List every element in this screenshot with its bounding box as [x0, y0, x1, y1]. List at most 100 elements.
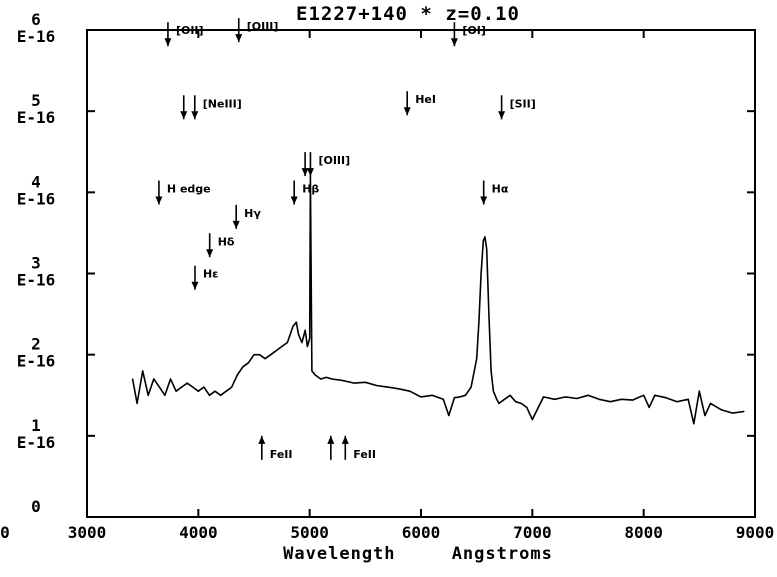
spectrum-point [515, 401, 517, 403]
spectrum-point [214, 390, 216, 392]
annotation-h-beta: Hβ [290, 180, 319, 205]
spectrum-point [353, 382, 355, 384]
spectrum-point [142, 370, 144, 372]
spectrum-point [687, 398, 689, 400]
spectrum-point [220, 394, 222, 396]
spectrum-point [181, 386, 183, 388]
spectrum-point [648, 406, 650, 408]
spectrum-point [587, 394, 589, 396]
x-tick-label: 7000 [513, 523, 552, 542]
annotation-arrow-head [206, 249, 214, 258]
annotation-h-epsilon: Hε [191, 265, 218, 290]
spectrum-point [270, 354, 272, 356]
spectrum-point [442, 398, 444, 400]
spectrum-point [192, 386, 194, 388]
spectrum-point [331, 378, 333, 380]
annotation-neiii-b: [NeIII] [191, 95, 242, 120]
annotation-sii: [SII] [498, 95, 536, 120]
spectrum-point [453, 397, 455, 399]
annotation-h-edge: H edge [155, 180, 211, 205]
spectrum-point [631, 399, 634, 401]
spectrum-point [498, 402, 500, 404]
spectrum-point [297, 333, 300, 335]
y-tick-label-exponent: E-16 [17, 271, 56, 290]
spectrum-point [398, 388, 400, 390]
spectrum-point [743, 410, 745, 413]
annotation-label: FeII [270, 448, 293, 461]
spectrum-line [131, 175, 745, 425]
spectrum-point [704, 414, 706, 417]
annotation-feii-a: FeII [258, 435, 293, 461]
annotation-arrow-head [235, 34, 243, 43]
annotation-arrow-head [327, 435, 335, 444]
spectrum-point [375, 384, 378, 387]
annotation-layer: [OII] [OIII] [OI] [NeIII] HeI [SII] H edge [OII… [155, 18, 536, 461]
spectrum-point [132, 378, 134, 380]
spectrum-point [476, 358, 478, 360]
annotation-label: [OIII] [247, 20, 279, 33]
spectrum-point [231, 386, 233, 388]
spectrum-point [509, 394, 511, 396]
y-tick-label-number: 4 [31, 172, 41, 191]
spectrum-point [387, 386, 389, 388]
annotation-arrow-head [191, 281, 199, 290]
annotation-label: Hε [203, 268, 218, 281]
spectrum-point [542, 396, 545, 398]
spectrum-point [292, 325, 294, 327]
y-tick-label-exponent: E-16 [17, 352, 56, 371]
x-axis-title: Wavelength Angstroms [283, 544, 553, 564]
series-layer [131, 175, 745, 425]
spectrum-point [164, 394, 166, 396]
spectrum-point [158, 386, 160, 388]
spectrum-point [665, 397, 667, 399]
spectrum-point [286, 341, 288, 344]
annotation-oii: [OII] [164, 22, 204, 47]
annotation-arrow-head [180, 111, 188, 120]
spectrum-point [554, 398, 556, 400]
spectrum-point [364, 381, 366, 383]
annotation-hei: HeI [403, 91, 436, 116]
spectrum-point [259, 354, 261, 356]
chart-title: E1227+140 * z=0.10 [296, 3, 520, 25]
y-tick-label-exponent: E-16 [17, 27, 56, 46]
spectrum-point [654, 394, 656, 396]
spectrum-point [225, 390, 227, 392]
spectrum-point [309, 337, 311, 339]
annotation-feii-c: FeII [341, 435, 376, 461]
x-tick-label: 3000 [68, 523, 107, 542]
spectrum-point [482, 240, 484, 242]
annotation-arrow-head [290, 196, 298, 205]
annotation-label: Hβ [302, 183, 319, 196]
annotation-arrow-head [306, 168, 314, 177]
spectrum-point [676, 401, 678, 403]
annotation-feii-b [327, 435, 335, 460]
annotation-label: [SII] [510, 97, 536, 110]
spectrum-point [409, 390, 411, 392]
annotation-arrow-head [450, 38, 458, 47]
spectrum-point [643, 394, 645, 396]
spectrum-point [264, 358, 266, 360]
spectrum-point [486, 248, 488, 250]
spectrum-point [175, 390, 177, 392]
annotation-oiii-4363: [OIII] [235, 18, 279, 43]
spectrum-point [275, 350, 277, 352]
annotation-arrow-head [341, 435, 349, 444]
spectrum-point [490, 370, 492, 372]
spectrum-point [478, 321, 480, 323]
spectrum-point [598, 398, 600, 400]
spectrum-point [496, 398, 498, 400]
spectrum-point [480, 272, 482, 275]
annotation-arrow-head [164, 38, 172, 47]
spectrum-point [281, 345, 283, 348]
annotation-label: Hα [492, 183, 509, 196]
annotation-arrow-head [191, 111, 199, 120]
spectrum-point [295, 321, 297, 323]
spectrum-point [304, 329, 306, 331]
spectrum-point [484, 236, 486, 238]
x-tick-label: 4000 [179, 523, 218, 542]
spectrum-point [203, 386, 205, 388]
annotation-label: [OII] [176, 24, 204, 37]
spectrum-point [247, 362, 249, 364]
